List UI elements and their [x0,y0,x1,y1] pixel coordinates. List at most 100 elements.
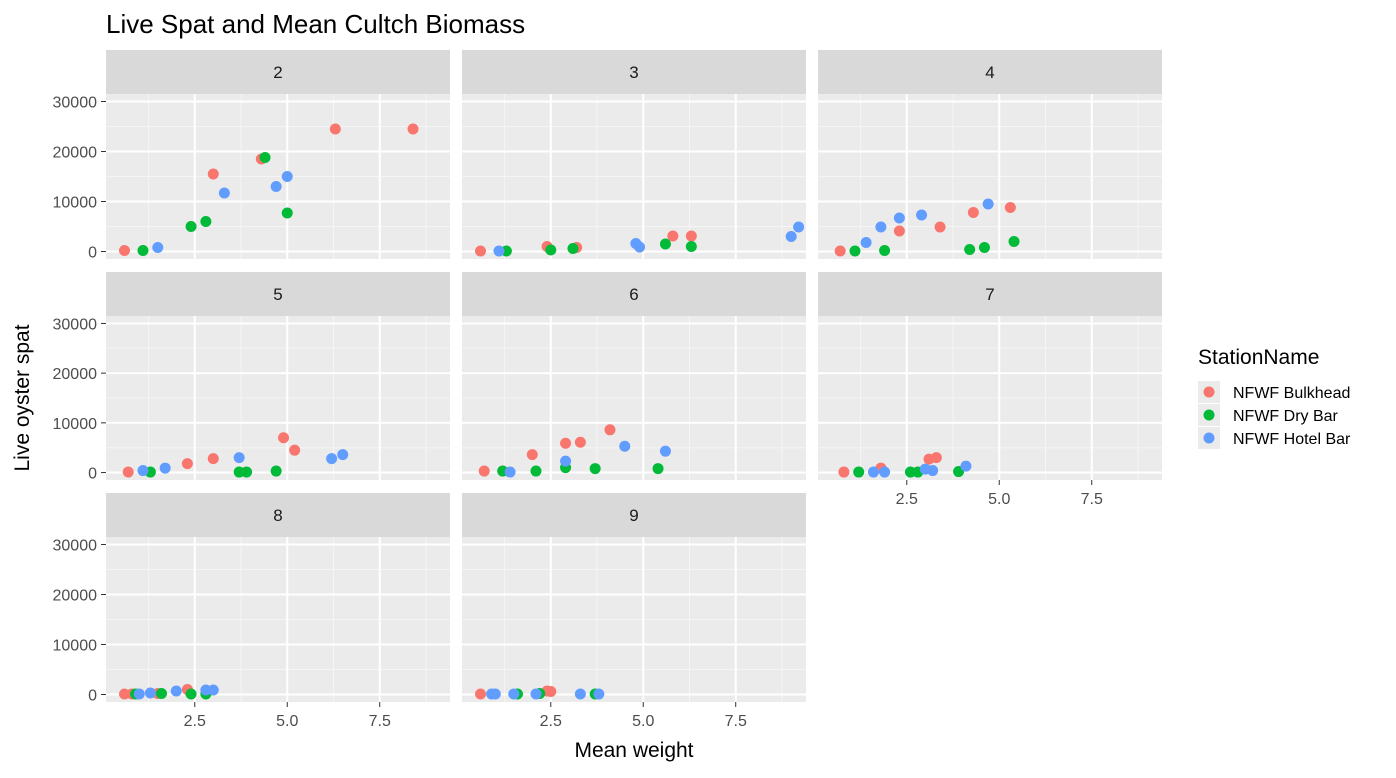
facet-strip [462,272,806,316]
facet-panel-3: 3 [462,50,806,259]
point-nfwf-hotel-bar [281,171,293,182]
point-nfwf-bulkhead [838,466,850,478]
point-nfwf-bulkhead [474,688,486,700]
point-nfwf-hotel-bar [152,242,164,253]
facet-panel-7: 7 2.5 5.0 7.5 [818,272,1162,508]
point-nfwf-bulkhead [545,686,557,697]
x-tick-label: 2.5 [540,713,562,730]
y-tick-label: 30000 [53,316,98,333]
facet-strip [462,50,806,94]
facet-strip-label: 9 [629,506,638,525]
point-nfwf-bulkhead [930,452,942,464]
point-nfwf-dry-bar [270,465,282,477]
point-nfwf-dry-bar [879,245,891,256]
x-axis-title: Mean weight [574,739,693,762]
point-nfwf-hotel-bar [793,221,805,233]
point-nfwf-bulkhead [207,168,219,180]
point-nfwf-dry-bar [530,465,542,477]
point-nfwf-dry-bar [200,216,212,227]
legend-title: StationName [1198,346,1319,369]
y-tick-label: 10000 [53,195,98,212]
point-nfwf-dry-bar [853,466,865,478]
y-tick-label: 10000 [53,638,98,655]
point-nfwf-bulkhead [478,465,490,477]
point-nfwf-hotel-bar [337,449,349,461]
point-nfwf-hotel-bar [785,231,797,242]
point-nfwf-hotel-bar [489,688,501,700]
point-nfwf-bulkhead [967,207,979,218]
point-nfwf-dry-bar [849,245,861,257]
x-tick-label: 7.5 [1081,491,1103,508]
x-tick-label: 2.5 [896,491,918,508]
facet-strip-label: 4 [985,63,994,82]
point-nfwf-bulkhead [207,453,219,465]
point-nfwf-hotel-bar [593,688,605,700]
point-nfwf-dry-bar [155,688,167,699]
point-nfwf-bulkhead [604,424,616,436]
point-nfwf-dry-bar [545,244,557,256]
point-nfwf-dry-bar [259,152,271,163]
point-nfwf-bulkhead [289,444,301,456]
point-nfwf-hotel-bar [875,221,887,233]
point-nfwf-bulkhead [685,230,697,242]
point-nfwf-dry-bar [137,245,149,256]
y-tick-label: 0 [88,688,97,705]
point-nfwf-hotel-bar [270,181,282,192]
point-nfwf-bulkhead [122,466,134,478]
point-nfwf-dry-bar [567,243,579,254]
facet-panel-9: 9 2.5 5.0 7.5 [462,493,806,730]
point-nfwf-bulkhead [181,458,193,470]
point-nfwf-hotel-bar [504,466,516,478]
facet-strip-label: 3 [629,63,638,82]
y-tick-label: 20000 [53,588,98,605]
point-nfwf-dry-bar [964,244,976,255]
facet-strip [818,50,1162,94]
facet-strip [106,493,450,537]
point-nfwf-bulkhead [407,123,419,135]
point-nfwf-dry-bar [281,207,293,219]
y-tick-label: 0 [88,245,97,262]
x-tick-label: 5.0 [988,491,1010,508]
facet-panel-5: 5 0 10000 20000 30000 [53,272,450,483]
point-nfwf-hotel-bar [218,187,230,199]
point-nfwf-bulkhead [667,230,679,242]
point-nfwf-bulkhead [1004,202,1016,213]
chart-title: Live Spat and Mean Cultch Biomass [106,9,525,39]
facet-panel-4: 4 [818,50,1162,259]
point-nfwf-hotel-bar [916,209,928,221]
point-nfwf-bulkhead [893,225,905,237]
point-nfwf-dry-bar [185,688,197,700]
legend-label: NFWF Hotel Bar [1233,431,1351,448]
point-nfwf-bulkhead [560,437,572,449]
point-nfwf-dry-bar [685,241,697,252]
point-nfwf-hotel-bar [927,465,939,477]
point-nfwf-hotel-bar [159,462,171,474]
point-nfwf-dry-bar [1008,236,1020,247]
facet-strip [818,272,1162,316]
point-nfwf-hotel-bar [879,466,891,478]
point-nfwf-dry-bar [589,463,601,475]
y-tick-label: 20000 [53,145,98,162]
y-tick-label: 0 [88,466,97,483]
facet-strip-label: 2 [273,63,282,82]
point-nfwf-hotel-bar [530,688,542,700]
facet-strip-label: 6 [629,285,638,304]
facet-strip-label: 8 [273,506,282,525]
facet-strip [106,50,450,94]
point-nfwf-hotel-bar [860,237,872,248]
point-nfwf-hotel-bar [574,688,586,700]
y-tick-label: 20000 [53,366,98,383]
legend-label: NFWF Bulkhead [1233,385,1350,402]
facet-panel-6: 6 [462,272,806,480]
point-nfwf-hotel-bar [493,245,505,257]
point-nfwf-hotel-bar [867,466,879,478]
facet-panel-2: 2 0 10000 20000 30000 [53,50,450,262]
y-axis-title: Live oyster spat [11,324,34,471]
point-nfwf-hotel-bar [144,687,156,699]
point-nfwf-hotel-bar [634,241,646,253]
y-tick-label: 30000 [53,95,98,112]
point-nfwf-hotel-bar [508,688,520,700]
facet-panels: 2 0 10000 20000 30000 3 4 5 0 10000 20000 30000 6 7 2.… [53,50,1162,730]
point-nfwf-bulkhead [834,245,846,257]
